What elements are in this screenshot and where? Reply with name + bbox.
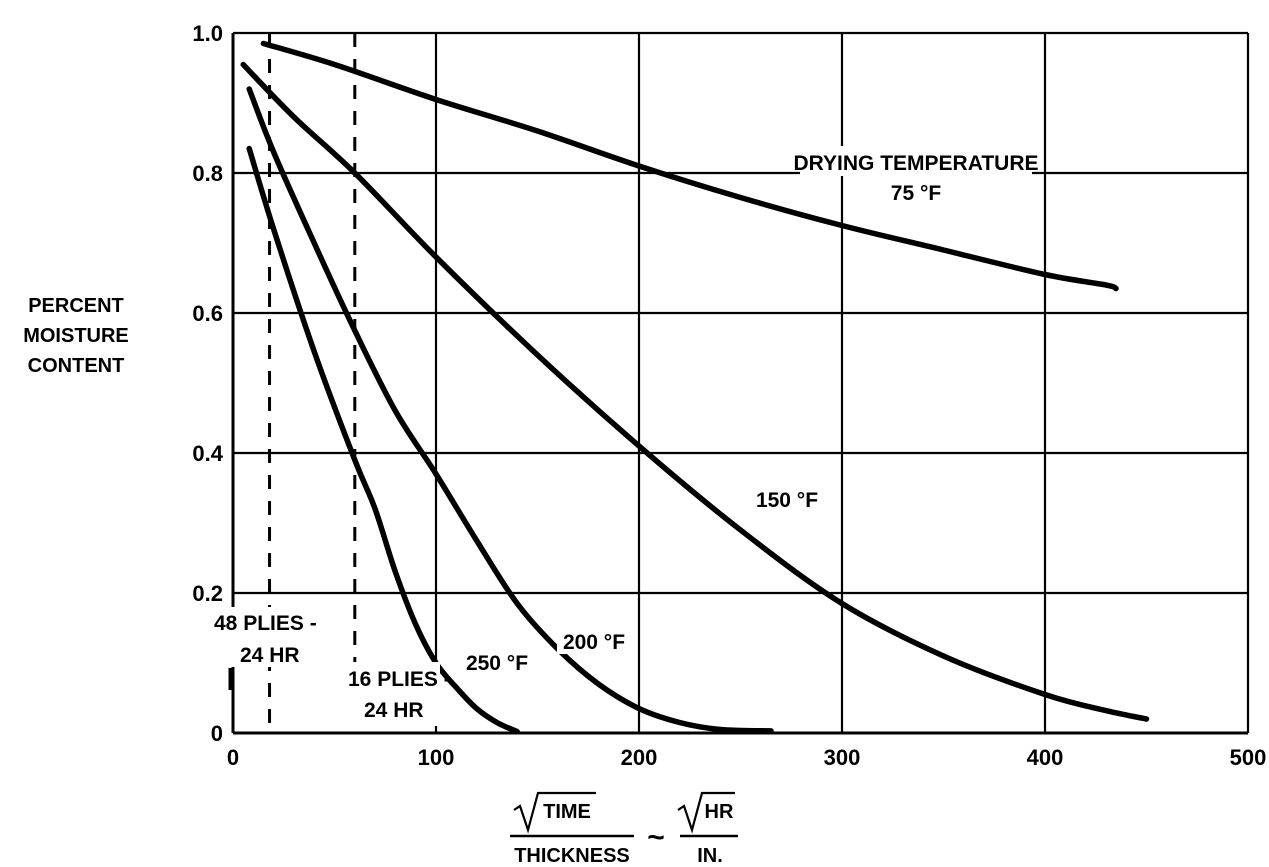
series-line-3: [246, 145, 520, 735]
ply16-label-line1: 16 PLIES -: [348, 668, 451, 691]
sqrt-sign-time: [513, 791, 596, 834]
y-axis-label-line2: MOISTURE: [23, 325, 129, 347]
ply48-label-bg: [212, 607, 336, 667]
x-tick-label: 200: [621, 745, 658, 770]
series-label-200f: 200 °F: [563, 631, 625, 654]
x-axis-label: TIME THICKNESS ~ HR IN.: [510, 791, 738, 867]
ply48-label-line1: 48 PLIES -: [214, 612, 317, 635]
ply16-label-line2: 24 HR: [364, 699, 424, 722]
grid: [231, 31, 1250, 735]
curve-annotations: DRYING TEMPERATURE 75 °F 150 °F 200 °F 2…: [460, 146, 1039, 676]
x-label-tilde: ~: [647, 821, 665, 854]
tick-labels: 0 100 200 300 400 500 0 0.2 0.4 0.6 0.8 1.0: [192, 21, 1266, 770]
y-tick-label: 0: [211, 721, 223, 746]
series-label-150f-bg: [750, 484, 824, 512]
y-tick-label: 0.6: [192, 301, 223, 326]
drying-temperature-label: DRYING TEMPERATURE: [793, 152, 1038, 175]
x-label-denominator-left: THICKNESS: [514, 845, 630, 867]
y-axis-label-line1: PERCENT: [28, 295, 124, 317]
series-label-150f: 150 °F: [756, 489, 818, 512]
y-tick-label: 0.4: [192, 441, 223, 466]
x-label-numerator-left: TIME: [543, 801, 591, 823]
x-label-numerator-right: HR: [705, 801, 734, 823]
series-lines: [240, 40, 1150, 735]
sqrt-sign-hr: [677, 791, 735, 834]
y-tick-label: 0.2: [192, 581, 223, 606]
drying-temperature-label-bg: [800, 146, 1032, 176]
y-tick-label: 0.8: [192, 161, 223, 186]
ply16-label-bg: [344, 662, 440, 726]
series-label-75f: 75 °F: [891, 182, 942, 205]
y-tick-label: 1.0: [192, 21, 223, 46]
x-tick-label: 400: [1027, 745, 1064, 770]
ply-labels: 48 PLIES - 24 HR 16 PLIES - 24 HR: [212, 607, 451, 726]
y-axis-label: PERCENT MOISTURE CONTENT: [23, 295, 129, 377]
y-axis-label-line3: CONTENT: [28, 355, 125, 377]
series-line-2: [246, 86, 774, 734]
x-tick-label: 0: [227, 745, 239, 770]
series-line-1: [240, 61, 1150, 722]
series-line-0: [260, 40, 1119, 292]
x-tick-label: 500: [1230, 745, 1267, 770]
x-tick-label: 300: [824, 745, 861, 770]
ply48-label-line2: 24 HR: [240, 644, 300, 667]
series-label-250f-bg: [460, 648, 534, 676]
series-label-200f-bg: [557, 626, 631, 654]
series-label-250f: 250 °F: [466, 652, 528, 675]
x-tick-label: 100: [418, 745, 455, 770]
x-label-denominator-right: IN.: [697, 845, 723, 867]
